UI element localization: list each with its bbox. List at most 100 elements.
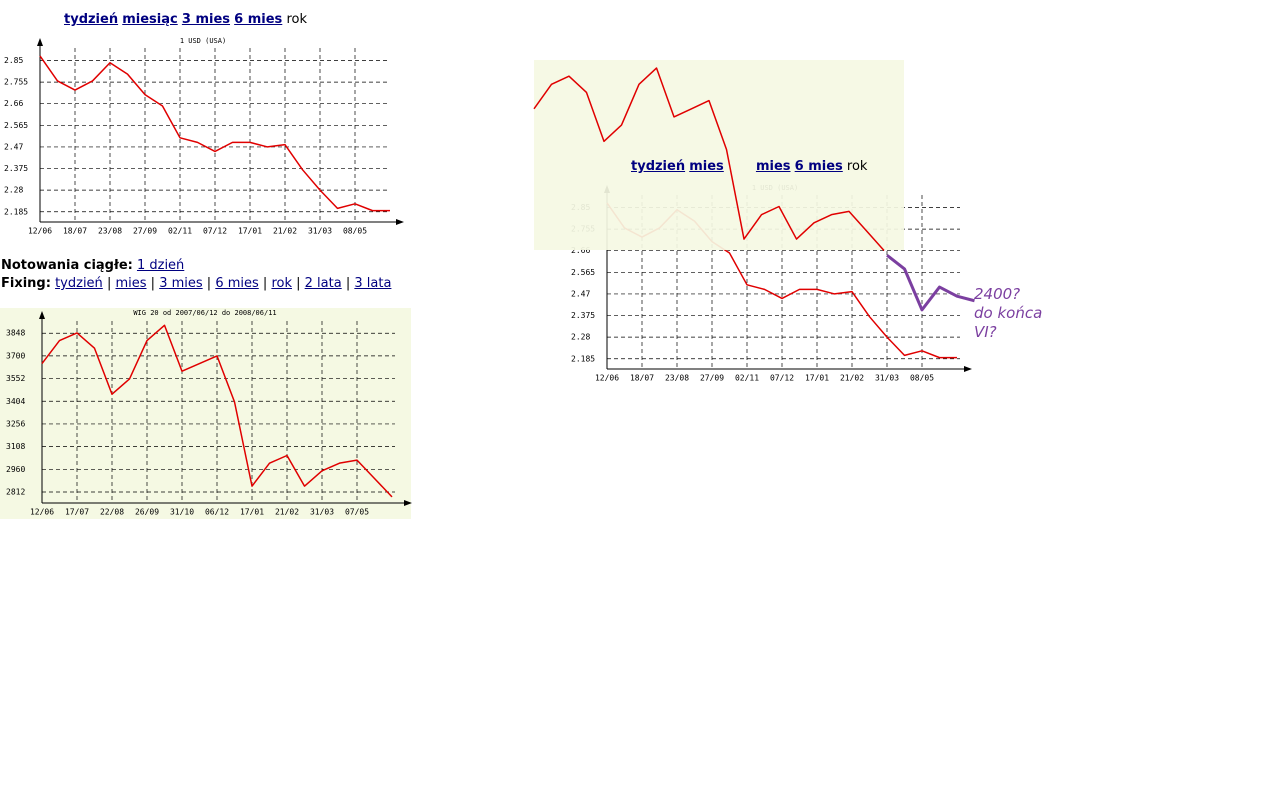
nav-current: rok xyxy=(286,12,307,27)
x-tick-label: 31/03 xyxy=(875,374,899,383)
nav-link[interactable]: 3 mies xyxy=(181,12,231,27)
nav-link[interactable]: tydzień xyxy=(631,159,686,174)
nav-link[interactable]: mies xyxy=(689,159,724,174)
nav-link[interactable]: tydzień xyxy=(64,12,119,27)
y-tick-label: 2.565 xyxy=(4,121,28,130)
y-tick-label: 2960 xyxy=(6,465,25,474)
y-tick-label: 2.66 xyxy=(571,246,590,255)
right-nav: tydzień mies mies 6 mies rok xyxy=(631,159,867,174)
x-tick-label: 27/09 xyxy=(133,227,157,236)
y-tick-label: 2.47 xyxy=(4,142,23,151)
y-tick-label: 3256 xyxy=(6,419,25,428)
y-tick-label: 2.66 xyxy=(4,99,23,108)
fixing-link[interactable]: 3 mies xyxy=(159,276,203,291)
x-tick-label: 17/01 xyxy=(240,508,264,517)
annotation: 2400? do końca VI? xyxy=(974,285,1042,342)
x-tick-label: 12/06 xyxy=(595,374,619,383)
y-tick-label: 2.185 xyxy=(4,207,28,216)
nav-link[interactable]: 6 mies xyxy=(794,159,843,174)
x-axis-arrow xyxy=(404,500,412,506)
x-tick-label: 26/09 xyxy=(135,508,159,517)
x-tick-label: 21/02 xyxy=(840,374,864,383)
x-tick-label: 07/12 xyxy=(770,374,794,383)
price-line xyxy=(533,67,885,251)
fixing-row: Fixing: tydzień | mies | 3 mies | 6 mies… xyxy=(1,276,391,291)
nav-current: rok xyxy=(846,159,868,174)
link[interactable]: 1 dzień xyxy=(136,258,185,273)
x-tick-label: 07/12 xyxy=(203,227,227,236)
x-tick-label: 12/06 xyxy=(28,227,52,236)
annotation-line: VI? xyxy=(974,323,997,341)
fixing-link[interactable]: rok xyxy=(271,276,292,291)
y-tick-label: 2.28 xyxy=(4,186,23,195)
x-tick-label: 17/07 xyxy=(65,508,89,517)
prediction-line xyxy=(886,254,975,312)
separator: | xyxy=(262,276,268,291)
fixing-link[interactable]: 6 mies xyxy=(215,276,259,291)
fixing-link[interactable]: 3 lata xyxy=(354,276,392,291)
x-tick-label: 08/05 xyxy=(910,374,934,383)
fixing-link[interactable]: 2 lata xyxy=(304,276,342,291)
x-tick-label: 02/11 xyxy=(168,227,192,236)
separator: | xyxy=(296,276,301,291)
y-tick-label: 2.185 xyxy=(571,354,595,363)
x-tick-label: 12/06 xyxy=(30,508,54,517)
chart-title: WIG 20 od 2007/06/12 do 2008/06/11 xyxy=(133,309,276,317)
plot-background xyxy=(534,60,904,250)
annotation-line: 2400? xyxy=(974,285,1021,303)
price-line xyxy=(41,324,393,498)
y-tick-label: 2.375 xyxy=(4,164,28,173)
y-tick-label: 2.375 xyxy=(571,311,595,320)
row-label: Fixing: xyxy=(1,276,51,291)
x-tick-label: 18/07 xyxy=(63,227,87,236)
notowania-row: Notowania ciągłe: 1 dzień xyxy=(1,258,184,273)
x-tick-label: 27/09 xyxy=(700,374,724,383)
x-tick-label: 23/08 xyxy=(665,374,689,383)
x-tick-label: 06/12 xyxy=(205,508,229,517)
y-tick-label: 2.85 xyxy=(4,56,23,65)
price-line xyxy=(39,55,390,212)
x-tick-label: 18/07 xyxy=(630,374,654,383)
annotation-line: do końca xyxy=(974,304,1043,322)
y-tick-label: 3404 xyxy=(6,397,25,406)
y-axis-arrow xyxy=(37,38,43,46)
x-axis-arrow xyxy=(396,219,404,225)
y-tick-label: 2.28 xyxy=(571,333,590,342)
x-tick-label: 22/08 xyxy=(100,508,124,517)
x-tick-label: 02/11 xyxy=(735,374,759,383)
y-tick-label: 3108 xyxy=(6,442,25,451)
nav-link[interactable]: miesiąc xyxy=(122,12,178,27)
separator: | xyxy=(150,276,156,291)
x-tick-label: 31/10 xyxy=(170,508,194,517)
x-tick-label: 17/01 xyxy=(238,227,262,236)
y-axis-arrow xyxy=(39,311,45,319)
x-tick-label: 21/02 xyxy=(275,508,299,517)
x-tick-label: 21/02 xyxy=(273,227,297,236)
y-tick-label: 2812 xyxy=(6,487,25,496)
nav-link[interactable]: mies xyxy=(755,159,791,174)
x-tick-label: 31/03 xyxy=(310,508,334,517)
chart-title: 1 USD (USA) xyxy=(180,37,226,45)
y-tick-label: 2.47 xyxy=(571,289,590,298)
x-tick-label: 08/05 xyxy=(343,227,367,236)
nav-link[interactable]: 6 mies xyxy=(234,12,283,27)
plot-background xyxy=(0,308,411,519)
row-label: Notowania ciągłe: xyxy=(1,258,133,273)
separator: | xyxy=(345,276,351,291)
fixing-link[interactable]: mies xyxy=(115,276,147,291)
top-nav: tydzień miesiąc 3 mies 6 mies rok xyxy=(64,12,307,27)
x-tick-label: 07/05 xyxy=(345,508,369,517)
separator: | xyxy=(106,276,112,291)
y-tick-label: 2.565 xyxy=(571,268,595,277)
x-axis-arrow xyxy=(964,366,972,372)
x-tick-label: 31/03 xyxy=(308,227,332,236)
fixing-link[interactable]: tydzień xyxy=(55,276,103,291)
y-tick-label: 2.755 xyxy=(4,78,28,87)
x-tick-label: 23/08 xyxy=(98,227,122,236)
separator: | xyxy=(206,276,212,291)
x-tick-label: 17/01 xyxy=(805,374,829,383)
y-tick-label: 3552 xyxy=(6,374,25,383)
y-tick-label: 3848 xyxy=(6,329,25,338)
